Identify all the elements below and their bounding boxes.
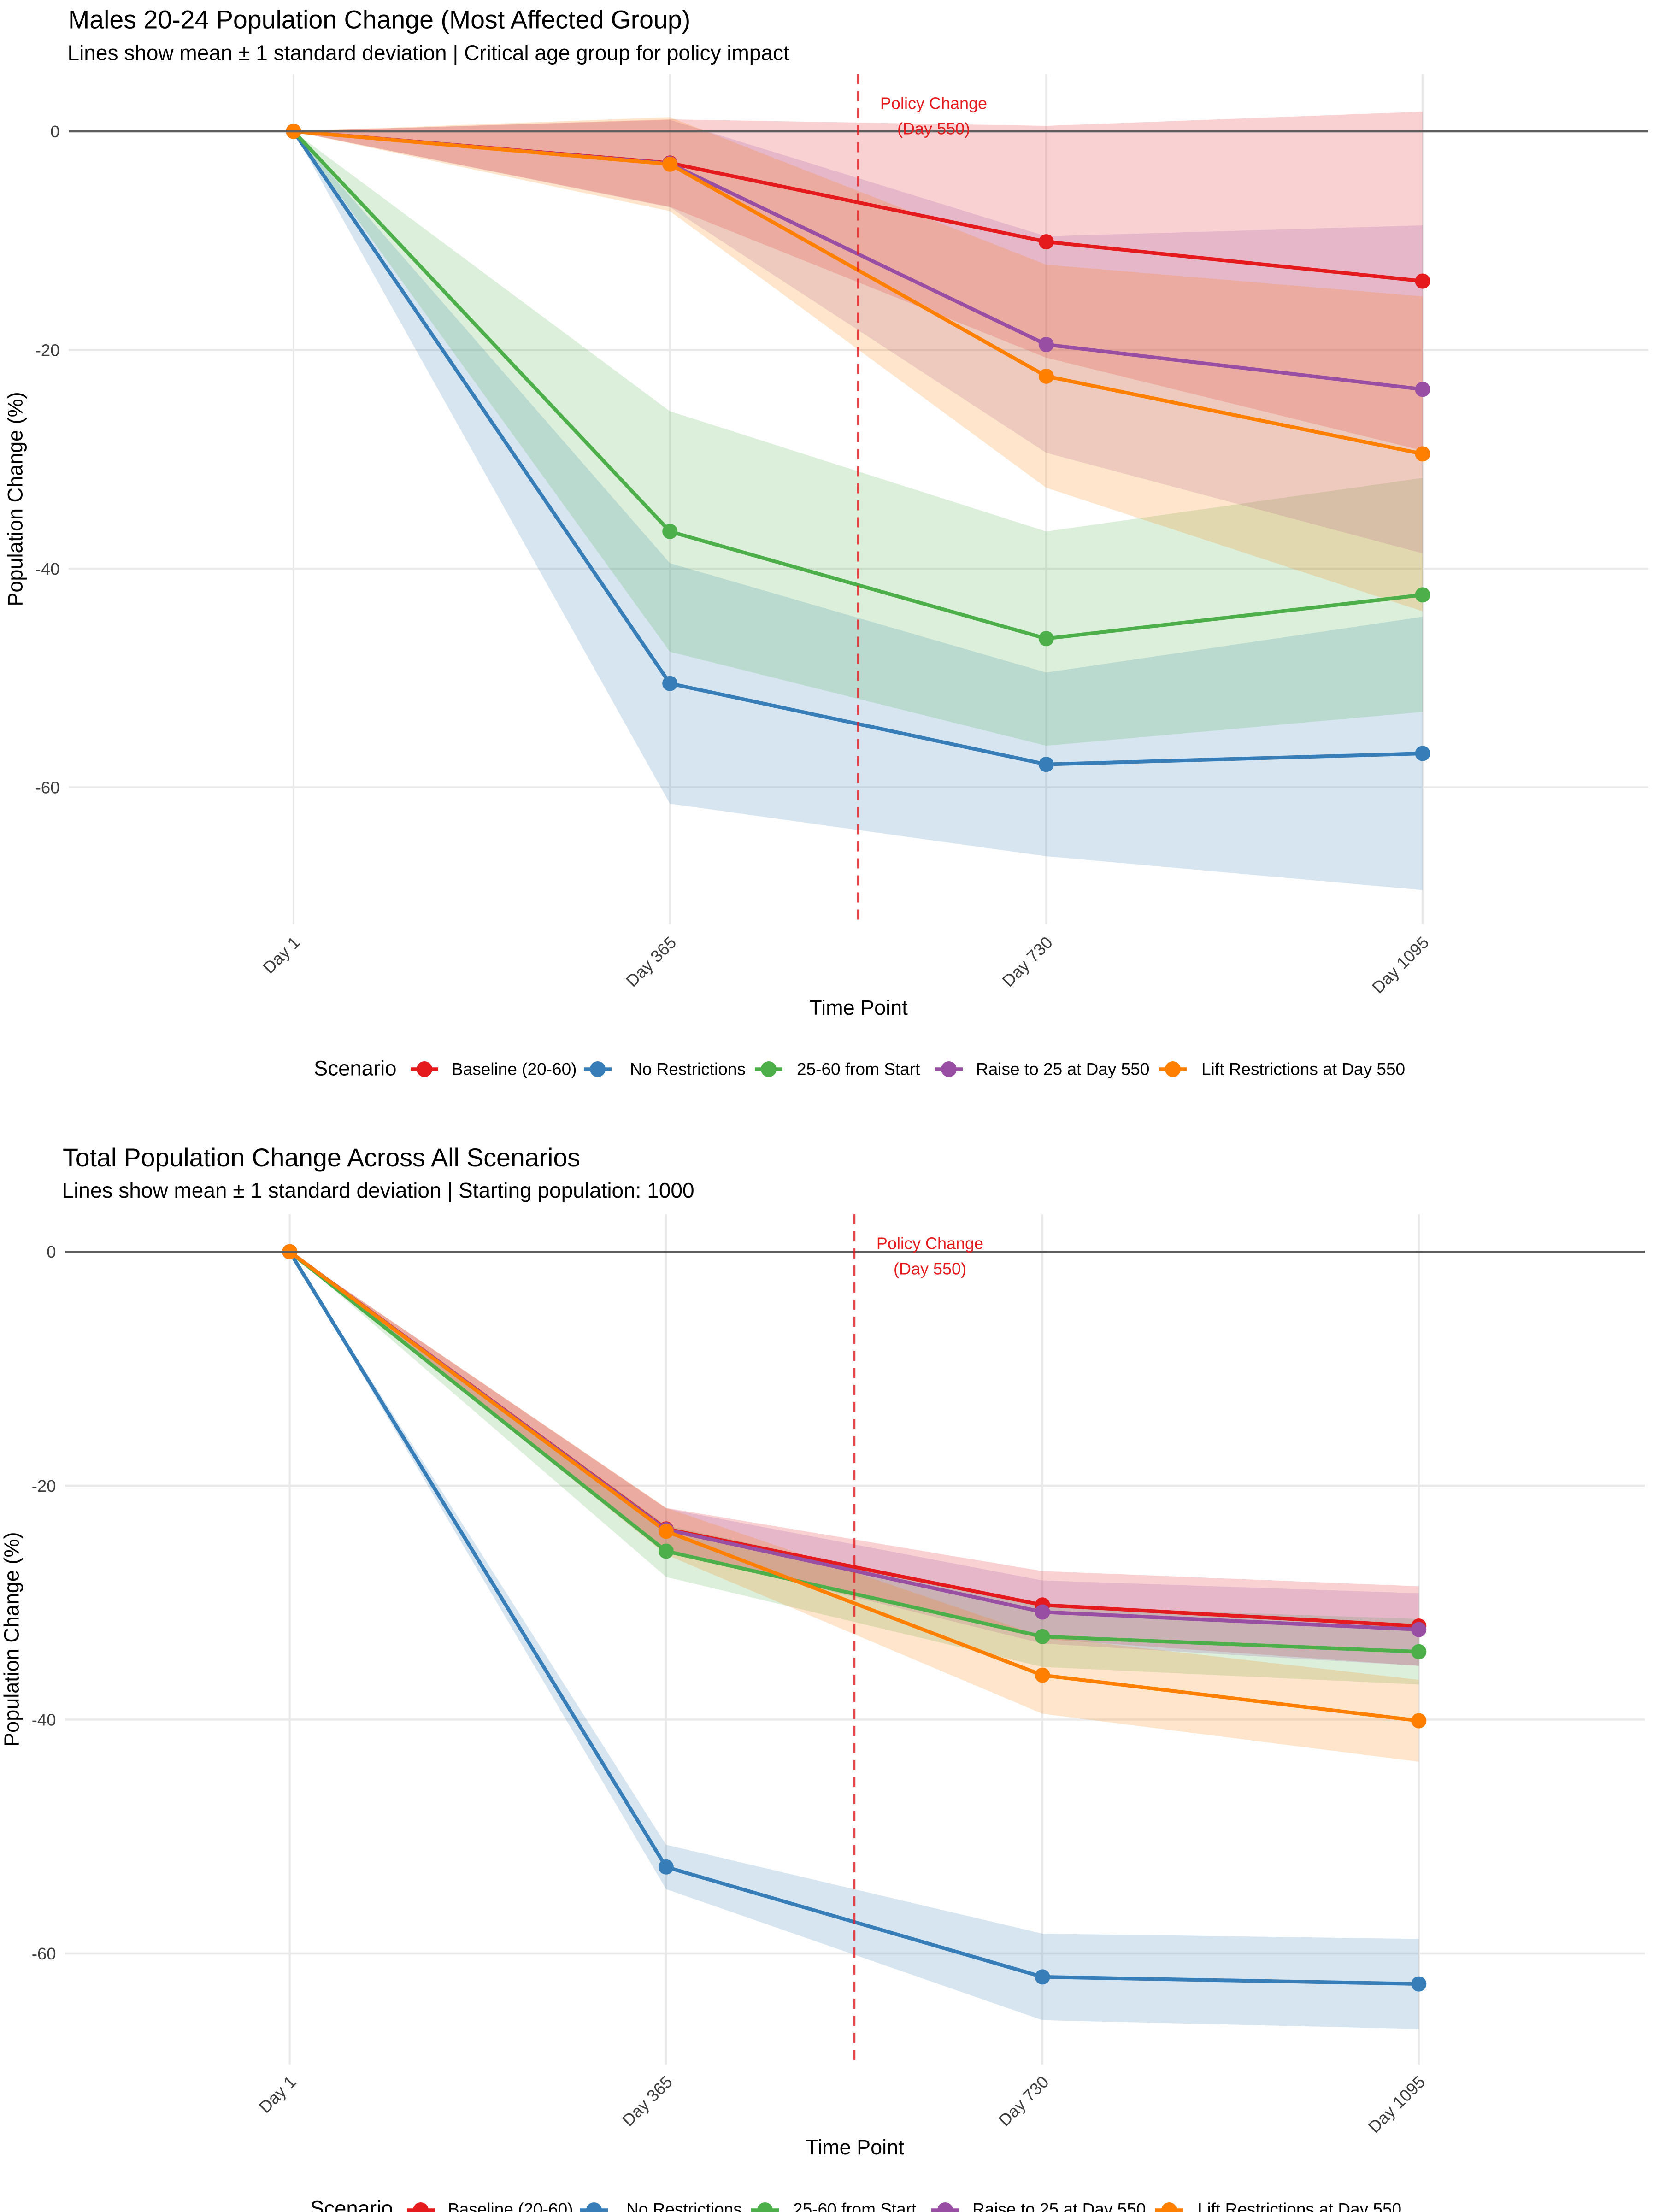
svg-text:-60: -60 (35, 778, 60, 797)
svg-text:Population Change (%): Population Change (%) (0, 1532, 24, 1747)
svg-text:Total Population Change Across: Total Population Change Across All Scena… (63, 1143, 580, 1172)
svg-text:Scenario: Scenario (310, 2197, 393, 2212)
svg-text:-60: -60 (32, 1944, 56, 1963)
svg-text:-20: -20 (32, 1477, 56, 1495)
svg-text:0: 0 (47, 1242, 56, 1261)
svg-text:Lines show mean ± 1 standard d: Lines show mean ± 1 standard deviation |… (62, 1178, 694, 1202)
svg-text:(Day 550): (Day 550) (897, 119, 970, 138)
svg-text:Raise to 25 at Day 550: Raise to 25 at Day 550 (972, 2200, 1146, 2212)
svg-text:-40: -40 (35, 559, 60, 578)
svg-text:25-60 from Start: 25-60 from Start (793, 2200, 917, 2212)
svg-text:Policy Change: Policy Change (880, 94, 987, 113)
svg-text:(Day 550): (Day 550) (894, 1259, 966, 1278)
svg-text:Males 20-24 Population Change: Males 20-24 Population Change (Most Affe… (68, 6, 690, 34)
svg-text:Raise to 25 at Day 550: Raise to 25 at Day 550 (976, 1060, 1149, 1079)
svg-text:Scenario: Scenario (314, 1057, 397, 1080)
svg-text:Lines show mean ± 1 standard d: Lines show mean ± 1 standard deviation |… (68, 41, 789, 65)
svg-text:Baseline (20-60): Baseline (20-60) (448, 2200, 573, 2212)
svg-text:No Restrictions: No Restrictions (626, 2200, 742, 2212)
svg-text:Time Point: Time Point (806, 2136, 904, 2159)
svg-text:Time Point: Time Point (809, 996, 908, 1019)
svg-text:0: 0 (50, 122, 59, 141)
svg-text:-40: -40 (32, 1710, 56, 1729)
svg-text:Population Change (%): Population Change (%) (4, 392, 27, 606)
svg-text:Lift Restrictions at Day 550: Lift Restrictions at Day 550 (1198, 2200, 1401, 2212)
svg-text:25-60 from Start: 25-60 from Start (797, 1060, 920, 1079)
svg-text:Policy Change: Policy Change (877, 1234, 983, 1253)
svg-text:Lift Restrictions at Day 550: Lift Restrictions at Day 550 (1201, 1060, 1405, 1079)
svg-text:-20: -20 (35, 341, 60, 359)
svg-text:Baseline (20-60): Baseline (20-60) (452, 1060, 577, 1079)
svg-text:No Restrictions: No Restrictions (630, 1060, 746, 1079)
